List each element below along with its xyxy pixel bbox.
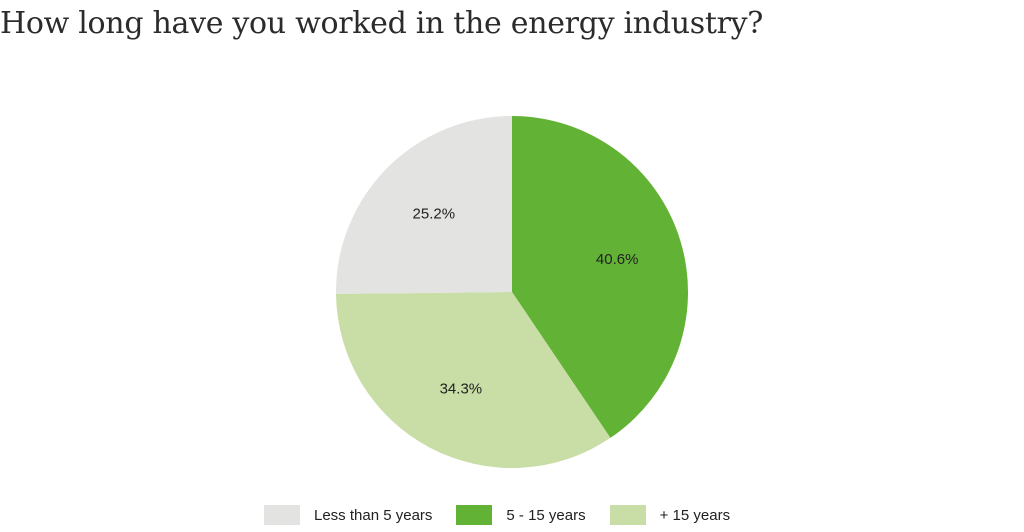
pie-slice-label-2: 25.2% — [413, 206, 456, 223]
legend-swatch-less-than-5 — [264, 505, 300, 525]
legend-label-5-15: 5 - 15 years — [506, 506, 586, 524]
legend: Less than 5 years 5 - 15 years + 15 year… — [264, 505, 730, 525]
pie-chart: 40.6% 34.3% 25.2% — [336, 116, 688, 468]
legend-item-5-15: 5 - 15 years — [456, 505, 586, 525]
chart-title: How long have you worked in the energy i… — [0, 6, 764, 41]
pie-slice-label-1: 34.3% — [440, 380, 483, 397]
legend-item-15-plus: + 15 years — [609, 505, 731, 525]
legend-item-less-than-5: Less than 5 years — [264, 505, 432, 525]
legend-label-less-than-5: Less than 5 years — [314, 506, 433, 524]
pie-slice-1 — [336, 292, 611, 468]
pie-slices — [336, 116, 688, 468]
legend-swatch-5-15 — [456, 505, 493, 525]
pie-slice-2 — [336, 116, 512, 294]
pie-slice-labels: 40.6% 34.3% 25.2% — [413, 206, 639, 398]
legend-label-15-plus: + 15 years — [659, 506, 731, 524]
pie-slice-0 — [512, 116, 688, 438]
legend-swatch-15-plus — [609, 505, 646, 525]
pie-slice-label-0: 40.6% — [596, 251, 639, 268]
